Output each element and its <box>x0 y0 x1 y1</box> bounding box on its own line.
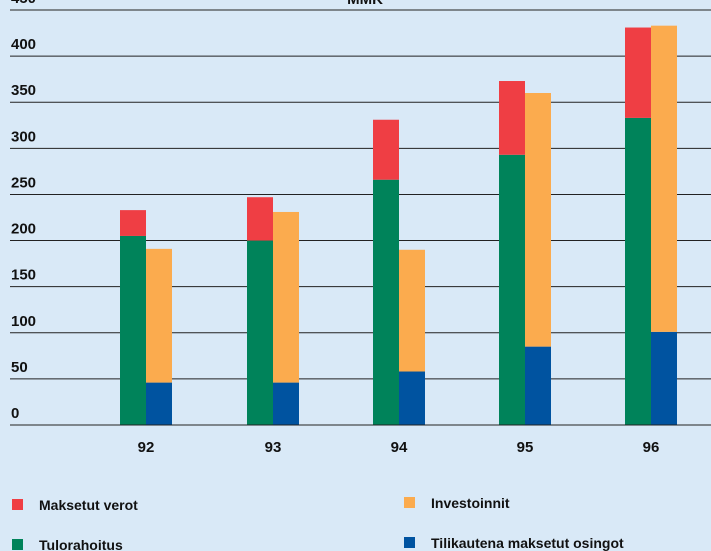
y-tick-label: 200 <box>11 221 36 238</box>
legend-swatch <box>404 537 415 548</box>
bar-maksetut-verot <box>120 210 146 236</box>
bar-maksetut-verot <box>625 27 651 118</box>
bar-tulorahoitus <box>625 117 651 426</box>
bar-tilikautena-maksetut-osingot <box>273 382 299 425</box>
y-tick-label: 50 <box>11 359 28 376</box>
bar-tilikautena-maksetut-osingot <box>146 382 172 425</box>
y-tick-label: 100 <box>11 313 36 330</box>
legend-label: Maksetut verot <box>39 497 138 513</box>
legend-label: Tulorahoitus <box>39 537 123 551</box>
x-tick-label: 93 <box>265 439 282 456</box>
x-tick-label: 96 <box>643 439 660 456</box>
y-tick-label: 0 <box>11 405 19 422</box>
bar-tilikautena-maksetut-osingot <box>399 371 425 425</box>
legend-label: Tilikautena maksetut osingot <box>431 535 624 551</box>
bar-tulorahoitus <box>499 154 525 426</box>
y-tick-label: 250 <box>11 174 36 191</box>
bar-investoinnit <box>651 25 677 332</box>
bar-tulorahoitus <box>373 179 399 425</box>
legend-label: Investoinnit <box>431 495 510 511</box>
y-tick-label: 150 <box>11 267 36 284</box>
bar-maksetut-verot <box>499 81 525 155</box>
bar-investoinnit <box>146 248 172 383</box>
y-tick-label: 350 <box>11 82 36 99</box>
legend-swatch <box>12 499 23 510</box>
bar-tilikautena-maksetut-osingot <box>651 331 677 425</box>
x-tick-label: 92 <box>138 439 155 456</box>
bar-maksetut-verot <box>247 197 273 241</box>
x-tick-label: 94 <box>391 439 408 456</box>
legend-swatch <box>404 497 415 508</box>
bar-maksetut-verot <box>373 119 399 180</box>
chart-title: MMK <box>347 0 383 8</box>
bar-investoinnit <box>399 249 425 372</box>
y-tick-label: 400 <box>11 36 36 53</box>
y-tick-label: 450 <box>11 0 36 7</box>
bar-tulorahoitus <box>247 240 273 425</box>
bar-tulorahoitus <box>120 235 146 425</box>
bar-investoinnit <box>525 93 551 347</box>
y-tick-label: 300 <box>11 128 36 145</box>
bar-tilikautena-maksetut-osingot <box>525 346 551 425</box>
bar-investoinnit <box>273 211 299 383</box>
x-tick-label: 95 <box>517 439 534 456</box>
legend-swatch <box>12 539 23 550</box>
